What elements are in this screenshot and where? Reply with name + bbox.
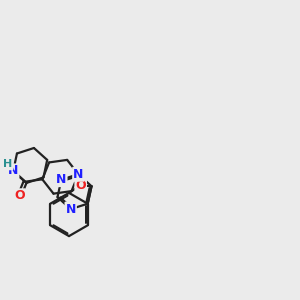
Text: H: H: [3, 159, 13, 170]
Text: O: O: [14, 189, 25, 202]
Text: N: N: [65, 202, 76, 216]
Text: O: O: [75, 179, 86, 192]
Text: N: N: [8, 164, 18, 178]
Text: N: N: [73, 168, 83, 181]
Text: N: N: [56, 173, 67, 186]
